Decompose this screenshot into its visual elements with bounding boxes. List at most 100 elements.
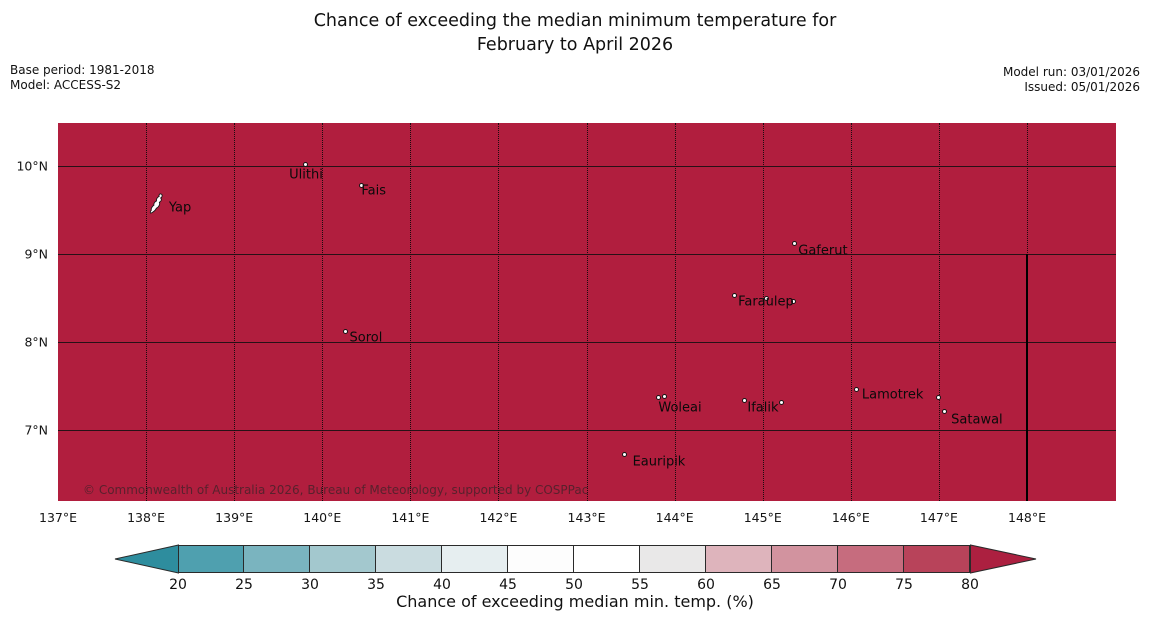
copyright-text: © Commonwealth of Australia 2026, Bureau… [83, 483, 589, 497]
longitude-tick-label: 142°E [479, 510, 518, 525]
longitude-tick-label: 146°E [831, 510, 870, 525]
latitude-tick-label: 7°N [24, 422, 48, 438]
island-label: Satawal [951, 412, 1003, 428]
island-marker-dot [764, 296, 770, 302]
colorbar-tick-label: 30 [301, 577, 319, 593]
longitude-tick-label: 143°E [567, 510, 606, 525]
colorbar-tick-label: 45 [499, 577, 517, 593]
colorbar-tick-label: 75 [895, 577, 913, 593]
model-run-text: Model run: 03/01/2026 [1002, 65, 1140, 79]
colorbar-tick-label: 70 [829, 577, 847, 593]
colorbar-under-arrow [114, 544, 179, 578]
colorbar-axis-label: Chance of exceeding median min. temp. (%… [396, 592, 754, 611]
island-label: Yap [168, 200, 192, 216]
island-marker-dot [622, 452, 628, 458]
island-marker-dot [732, 292, 738, 298]
colorbar-segment [838, 546, 904, 572]
longitude-tick-label: 148°E [1008, 510, 1047, 525]
longitude-tick-label: 140°E [303, 510, 342, 525]
model-metadata-left: Base period: 1981-2018 Model: ACCESS-S2 [10, 63, 155, 92]
island-marker-dot [779, 400, 785, 406]
latitude-tick-label: 10°N [16, 158, 48, 174]
meridian-gridline [586, 123, 588, 501]
colorbar-segment [904, 546, 970, 572]
parallel-gridline [58, 429, 1116, 431]
longitude-tick-label: 144°E [655, 510, 694, 525]
parallel-gridline [58, 254, 1116, 255]
meridian-gridline [410, 123, 412, 501]
longitude-tick-label: 138°E [127, 510, 166, 525]
colorbar-tick-label: 50 [565, 577, 583, 593]
colorbar-segment [706, 546, 772, 572]
longitude-tick-label: 141°E [391, 510, 430, 525]
model-name-text: Model: ACCESS-S2 [10, 77, 122, 92]
meridian-gridline [850, 123, 852, 501]
colorbar-tick-label: 65 [763, 577, 781, 593]
parallel-gridline [58, 342, 1116, 343]
colorbar-segment [244, 546, 310, 572]
colorbar-segment [640, 546, 706, 572]
island-marker-dot [742, 398, 748, 404]
page-title: Chance of exceeding the median minimum t… [0, 9, 1150, 57]
longitude-tick-label: 139°E [215, 510, 254, 525]
longitude-tick-label: 145°E [743, 510, 782, 525]
longitude-axis: 137°E 138°E 139°E 140°E 141°E 142°E 143°E 144°E… [0, 510, 1150, 530]
island-label: Faraulep [738, 294, 794, 310]
colorbar-segment [508, 546, 574, 572]
island-marker-dot [359, 183, 365, 189]
colorbar-tick-label: 60 [697, 577, 715, 593]
meridian-gridline [234, 123, 236, 501]
colorbar-tick-label: 80 [961, 577, 979, 593]
colorbar: 20 25 30 35 40 45 50 55 60 65 70 75 80 [0, 544, 1150, 605]
title-line-1: Chance of exceeding the median minimum t… [313, 11, 837, 31]
island-label: Sorol [349, 330, 383, 346]
colorbar-segment [442, 546, 508, 572]
parallel-gridline [58, 166, 1116, 168]
colorbar-tick-label: 25 [235, 577, 253, 593]
meridian-gridline [674, 123, 676, 501]
longitude-tick-label: 147°E [919, 510, 958, 525]
island-label: Ifalik [747, 400, 779, 416]
colorbar-segment [178, 546, 244, 572]
meridian-gridline [762, 123, 764, 501]
latitude-axis: 10°N 9°N 8°N 7°N [0, 123, 52, 501]
colorbar-segment [376, 546, 442, 572]
meridian-gridline [498, 123, 500, 501]
island-marker-dot [662, 394, 668, 400]
base-period-text: Base period: 1981-2018 [10, 63, 155, 77]
island-outline-icon [149, 193, 166, 222]
issued-date-text: Issued: 05/01/2026 [1024, 79, 1140, 94]
colorbar-segment [772, 546, 838, 572]
colorbar-segment [574, 546, 640, 572]
island-marker-dot [936, 394, 942, 400]
island-label: Lamotrek [861, 387, 924, 403]
colorbar-segment [310, 546, 376, 572]
island-marker-dot [302, 161, 308, 167]
island-label: Fais [361, 183, 386, 199]
island-label: Gaferut [798, 243, 848, 259]
longitude-tick-label: 137°E [38, 510, 78, 525]
colorbar-tick-label: 55 [631, 577, 649, 593]
meridian-gridline [146, 123, 148, 501]
island-marker-dot [343, 328, 349, 334]
latitude-tick-label: 9°N [24, 246, 48, 262]
colorbar-tick-label: 35 [367, 577, 385, 593]
island-label: Woleai [658, 400, 702, 416]
map-canvas: © Commonwealth of Australia 2026, Bureau… [58, 123, 1116, 501]
colorbar-over-arrow [970, 544, 1037, 578]
model-metadata-right: Model run: 03/01/2026 Issued: 05/01/2026 [1003, 65, 1140, 94]
meridian-gridline [322, 123, 324, 501]
island-marker-dot [792, 240, 798, 246]
state-boundary-line [1026, 254, 1029, 501]
colorbar-segments [178, 545, 970, 573]
island-marker-dot [854, 387, 860, 393]
latitude-tick-label: 8°N [24, 334, 48, 350]
colorbar-tick-label: 20 [169, 577, 187, 593]
colorbar-tick-label: 40 [433, 577, 451, 593]
island-label: Ulithi [289, 167, 323, 183]
island-marker-dot [942, 409, 948, 415]
meridian-gridline [938, 123, 940, 501]
title-line-2: February to April 2026 [476, 35, 674, 55]
island-label: Eauripik [632, 454, 686, 470]
